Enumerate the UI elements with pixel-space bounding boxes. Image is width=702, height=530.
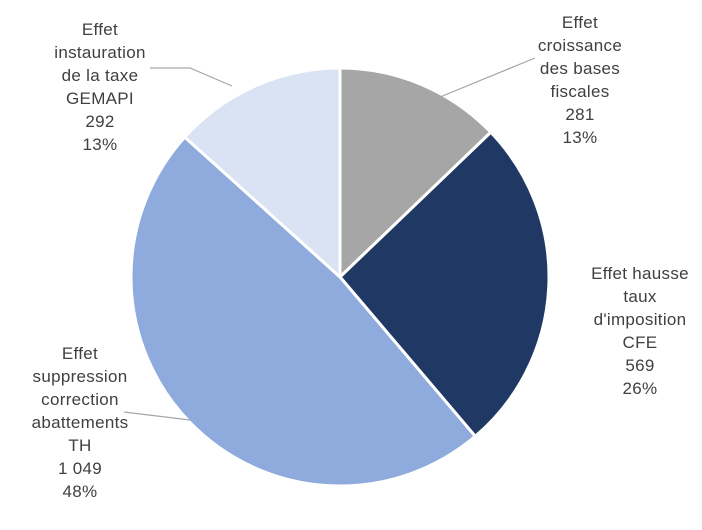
pie-slice-1 [338, 130, 551, 438]
data-label-2-line-2: correction [41, 390, 119, 409]
data-label-0-percent: 13% [562, 128, 598, 147]
data-label-2: Effet suppression correction abattements… [5, 342, 155, 503]
data-label-1-line-1: taux [623, 287, 657, 306]
data-label-3-line-0: Effet [81, 20, 119, 39]
data-label-0-line-3: fiscales [550, 82, 610, 101]
data-label-0-value: 281 [565, 105, 595, 124]
data-label-0: Effet croissance des bases fiscales 281 … [505, 11, 655, 149]
leader-line-0 [439, 57, 536, 98]
pie-slice-2 [129, 135, 477, 488]
data-label-1-value: 569 [625, 356, 655, 375]
data-label-1-line-2: d'imposition [593, 310, 687, 329]
data-label-0-line-0: Effet [561, 13, 599, 32]
pie-slice-0 [338, 66, 493, 279]
data-label-2-line-0: Effet [61, 344, 99, 363]
data-label-0-line-2: des bases [539, 59, 621, 78]
data-label-1-line-3: CFE [622, 333, 658, 352]
data-label-3-percent: 13% [82, 135, 118, 154]
data-label-2-line-3: abattements [31, 413, 129, 432]
data-label-1-percent: 26% [622, 379, 658, 398]
data-label-2-line-1: suppression [32, 367, 128, 386]
data-label-3: Effet instauration de la taxe GEMAPI 292… [25, 18, 175, 156]
data-label-2-percent: 48% [62, 482, 98, 501]
data-label-1-line-0: Effet hausse [591, 264, 689, 283]
data-label-3-line-2: de la taxe [61, 66, 139, 85]
data-label-3-value: 292 [85, 112, 115, 131]
data-label-1: Effet hausse taux d'imposition CFE 569 2… [565, 262, 702, 400]
data-label-2-value: 1 049 [57, 459, 103, 478]
leader-line-2 [123, 411, 191, 421]
data-label-3-line-1: instauration [54, 43, 146, 62]
data-label-2-line-4: TH [68, 436, 92, 455]
leader-line-1 [150, 67, 233, 87]
pie-slice-3 [183, 66, 342, 279]
data-label-3-line-3: GEMAPI [66, 89, 134, 108]
data-label-0-line-1: croissance [537, 36, 623, 55]
